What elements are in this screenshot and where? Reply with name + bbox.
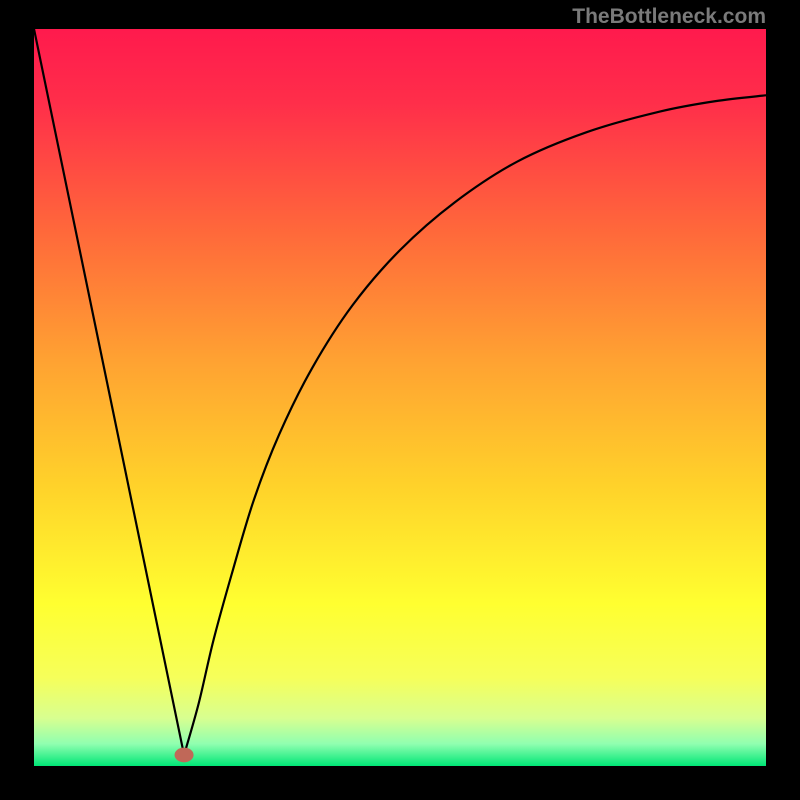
plot-area [34, 29, 766, 766]
gradient-background [34, 29, 766, 766]
bottleneck-marker [175, 748, 194, 763]
chart-svg [34, 29, 766, 766]
watermark-text: TheBottleneck.com [572, 5, 766, 29]
